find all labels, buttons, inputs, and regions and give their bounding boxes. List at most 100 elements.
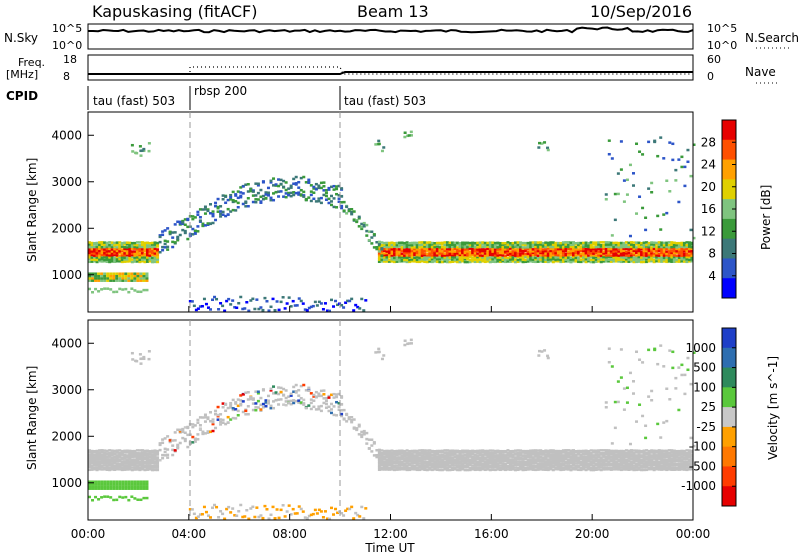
velocity-cell xyxy=(95,466,99,470)
velocity-cell xyxy=(88,480,91,483)
velocity-cell xyxy=(483,451,487,454)
power-cell xyxy=(501,241,505,245)
velocity-cell xyxy=(156,453,160,456)
power-cell xyxy=(282,179,286,183)
velocity-cell xyxy=(561,455,565,459)
power-cell xyxy=(645,241,649,244)
power-cell xyxy=(579,254,583,257)
velocity-cell xyxy=(100,451,104,454)
velocity-cell xyxy=(139,487,143,490)
power-cell xyxy=(156,253,160,257)
velocity-cell xyxy=(145,461,149,465)
power-cell xyxy=(95,254,99,257)
velocity-cell xyxy=(272,400,276,403)
velocity-cell xyxy=(692,351,696,354)
power-cell xyxy=(335,185,339,188)
velocity-cell xyxy=(206,430,210,433)
power-cell xyxy=(627,241,631,245)
velocity-cell xyxy=(574,449,578,453)
power-cell xyxy=(100,279,104,282)
power-cell xyxy=(433,243,437,247)
velocity-cell xyxy=(602,468,606,471)
velocity-cell xyxy=(524,449,528,453)
velocity-colorbar-tick-label: -1000 xyxy=(681,479,716,493)
velocity-cell xyxy=(413,461,417,465)
power-cell xyxy=(629,241,633,244)
power-cell xyxy=(453,252,457,255)
power-cell xyxy=(382,253,386,257)
power-cell xyxy=(665,179,669,183)
velocity-cell xyxy=(478,456,482,459)
velocity-cell xyxy=(133,462,137,465)
power-cell xyxy=(516,254,520,258)
velocity-cell xyxy=(385,461,389,465)
velocity-cell xyxy=(677,457,681,461)
velocity-cell xyxy=(309,407,313,411)
velocity-cell xyxy=(430,468,434,472)
velocity-cell xyxy=(566,459,570,463)
power-cell xyxy=(408,241,412,245)
velocity-cell xyxy=(125,461,129,465)
power-cell xyxy=(650,181,654,185)
power-cell xyxy=(531,251,535,255)
velocity-cell xyxy=(640,449,644,453)
power-cell xyxy=(377,258,381,261)
velocity-cell xyxy=(322,393,326,396)
power-cell xyxy=(641,153,645,156)
power-cell xyxy=(534,256,538,260)
power-cell xyxy=(103,243,107,247)
power-cell xyxy=(642,254,646,257)
power-cell xyxy=(335,206,339,209)
velocity-cell xyxy=(524,460,528,463)
velocity-cell xyxy=(629,451,633,454)
velocity-cell xyxy=(656,422,660,426)
velocity-cell xyxy=(405,462,409,465)
power-cell xyxy=(680,245,684,248)
velocity-cell xyxy=(561,457,565,461)
velocity-cell xyxy=(133,466,137,470)
velocity-cell xyxy=(98,453,102,457)
power-cell xyxy=(451,245,454,248)
power-cell xyxy=(227,297,231,301)
velocity-cell xyxy=(393,461,397,465)
power-cell xyxy=(438,257,442,261)
power-cell xyxy=(476,252,480,255)
power-cell xyxy=(410,249,414,253)
power-cell xyxy=(346,299,350,303)
power-cell xyxy=(667,251,671,255)
power-cell xyxy=(204,302,208,306)
power-cell xyxy=(486,256,490,259)
velocity-cell xyxy=(624,465,628,469)
velocity-cell xyxy=(584,455,588,459)
power-cell xyxy=(133,252,137,255)
power-cell xyxy=(244,201,248,205)
velocity-cell xyxy=(125,458,129,461)
power-cell xyxy=(130,243,134,247)
power-cell xyxy=(556,244,560,247)
velocity-cell xyxy=(645,457,649,461)
power-cell xyxy=(181,228,185,232)
power-cell xyxy=(645,248,649,251)
power-cell xyxy=(473,260,477,264)
power-cell xyxy=(409,130,413,134)
velocity-cell xyxy=(115,451,119,454)
velocity-cell xyxy=(614,451,618,454)
power-cell xyxy=(342,306,346,309)
velocity-cell xyxy=(473,449,477,453)
power-cell xyxy=(660,253,664,257)
power-cell xyxy=(312,185,316,189)
velocity-cell xyxy=(327,405,331,409)
velocity-cell xyxy=(584,459,588,463)
power-cell xyxy=(109,272,113,275)
velocity-cell xyxy=(622,408,626,411)
power-cell xyxy=(619,258,623,261)
power-cell xyxy=(471,260,475,263)
velocity-cell xyxy=(103,461,107,465)
velocity-cell xyxy=(443,449,447,452)
power-cell xyxy=(503,241,507,245)
power-cell xyxy=(631,172,635,175)
velocity-cell xyxy=(400,457,404,461)
power-cell xyxy=(440,252,444,255)
power-cell xyxy=(224,195,228,198)
velocity-cell xyxy=(231,408,235,412)
